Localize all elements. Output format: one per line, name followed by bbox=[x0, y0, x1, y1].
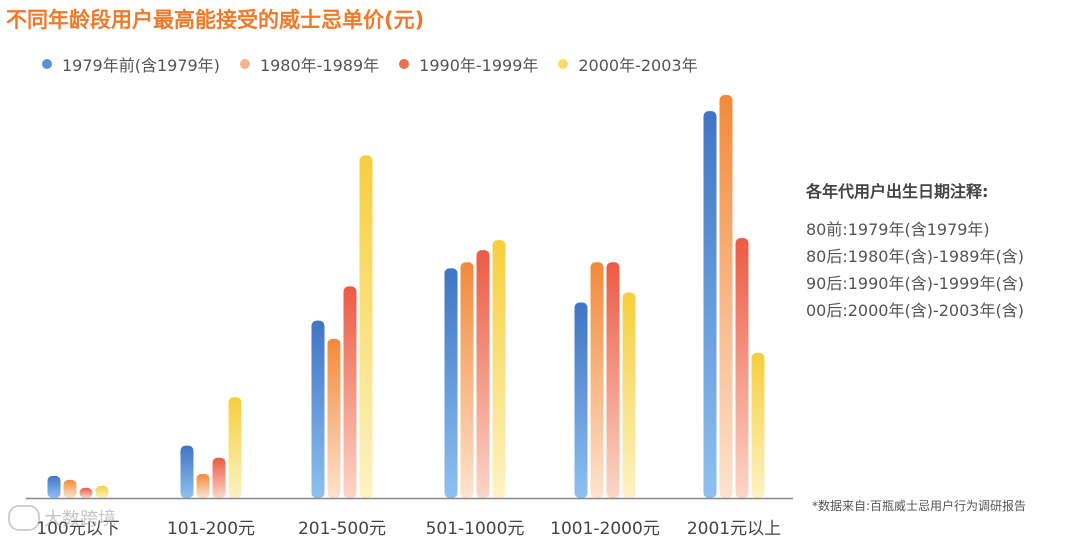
bar bbox=[751, 352, 765, 498]
bar bbox=[492, 240, 506, 498]
bar bbox=[343, 286, 357, 498]
legend-swatch bbox=[558, 59, 569, 69]
watermark-logo-icon bbox=[8, 505, 40, 531]
bar bbox=[574, 302, 588, 498]
legend-swatch bbox=[239, 59, 250, 69]
note-line: 80后:1980年(含)-1989年(含) bbox=[806, 247, 1024, 266]
x-tick-label: 100元以下 bbox=[36, 519, 119, 539]
bar bbox=[703, 111, 717, 499]
legend-item: 1990年-1999年 bbox=[399, 52, 538, 76]
bar bbox=[735, 238, 749, 498]
bar bbox=[95, 485, 109, 498]
birth-date-notes: 各年代用户出生日期注释: 80前:1979年(含1979年) 80后:1980年… bbox=[806, 178, 1024, 324]
legend: 1979年前(含1979年) 1980年-1989年 1990年-1999年 2… bbox=[42, 52, 698, 76]
legend-item: 2000年-2003年 bbox=[558, 52, 698, 76]
bar bbox=[719, 95, 733, 498]
bar bbox=[79, 487, 93, 498]
x-tick-label: 2001元以上 bbox=[687, 519, 781, 539]
legend-swatch bbox=[399, 59, 410, 69]
legend-label: 2000年-2003年 bbox=[578, 56, 698, 75]
x-tick-label: 1001-2000元 bbox=[550, 519, 660, 539]
bar bbox=[606, 262, 620, 498]
bar bbox=[180, 445, 194, 498]
note-line: 80前:1979年(含1979年) bbox=[806, 220, 990, 239]
bar bbox=[228, 397, 242, 498]
bar bbox=[311, 320, 325, 498]
legend-item: 1979年前(含1979年) bbox=[42, 52, 220, 76]
bar bbox=[622, 292, 636, 498]
x-tick-label: 101-200元 bbox=[167, 519, 255, 539]
x-tick-label: 201-500元 bbox=[298, 519, 386, 539]
bar bbox=[47, 475, 61, 498]
chart-title: 不同年龄段用户最高能接受的威士忌单价(元) bbox=[6, 8, 425, 32]
legend-swatch bbox=[42, 59, 52, 69]
legend-label: 1979年前(含1979年) bbox=[62, 56, 220, 75]
bar bbox=[476, 250, 490, 498]
x-tick-label: 501-1000元 bbox=[426, 519, 525, 539]
bar bbox=[590, 262, 604, 498]
bar bbox=[444, 268, 458, 498]
watermark-text: 大数跨境 bbox=[44, 509, 116, 530]
note-line: 00后:2000年(含)-2003年(含) bbox=[806, 301, 1024, 320]
bar bbox=[327, 338, 341, 498]
bar bbox=[460, 262, 474, 498]
data-source-note: *数据来自:百瓶威士忌用户行为调研报告 bbox=[812, 499, 1027, 513]
legend-item: 1980年-1989年 bbox=[239, 52, 380, 76]
bar bbox=[212, 457, 226, 498]
watermark: 大数跨境 bbox=[8, 505, 116, 531]
legend-label: 1980年-1989年 bbox=[259, 56, 380, 75]
bar bbox=[359, 155, 373, 498]
bar bbox=[196, 473, 210, 498]
legend-label: 1990年-1999年 bbox=[419, 56, 539, 75]
notes-title: 各年代用户出生日期注释: bbox=[806, 182, 989, 201]
note-line: 90后:1990年(含)-1999年(含) bbox=[806, 274, 1024, 293]
bar bbox=[63, 479, 77, 498]
